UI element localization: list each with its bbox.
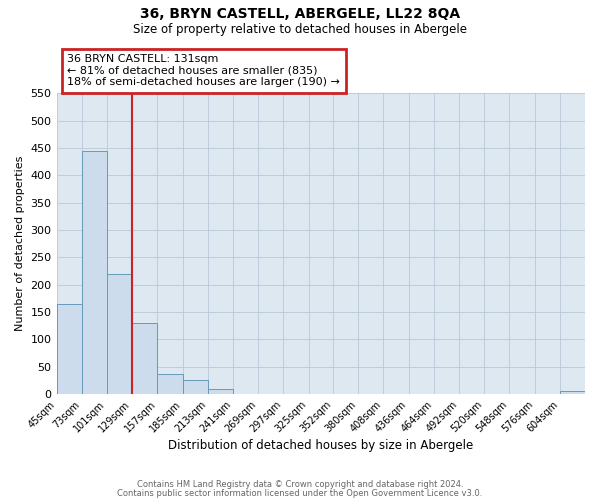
Bar: [82, 151, 107, 394]
Text: Contains public sector information licensed under the Open Government Licence v3: Contains public sector information licen…: [118, 489, 482, 498]
Bar: [208, 388, 233, 394]
Y-axis label: Number of detached properties: Number of detached properties: [15, 156, 25, 332]
Bar: [107, 274, 132, 394]
Text: Contains HM Land Registry data © Crown copyright and database right 2024.: Contains HM Land Registry data © Crown c…: [137, 480, 463, 489]
Bar: [182, 380, 208, 394]
Bar: [157, 374, 182, 394]
Text: Size of property relative to detached houses in Abergele: Size of property relative to detached ho…: [133, 22, 467, 36]
Text: 36 BRYN CASTELL: 131sqm
← 81% of detached houses are smaller (835)
18% of semi-d: 36 BRYN CASTELL: 131sqm ← 81% of detache…: [67, 54, 340, 88]
X-axis label: Distribution of detached houses by size in Abergele: Distribution of detached houses by size …: [168, 440, 473, 452]
Bar: [132, 323, 157, 394]
Text: 36, BRYN CASTELL, ABERGELE, LL22 8QA: 36, BRYN CASTELL, ABERGELE, LL22 8QA: [140, 8, 460, 22]
Bar: [56, 304, 82, 394]
Bar: [560, 392, 585, 394]
